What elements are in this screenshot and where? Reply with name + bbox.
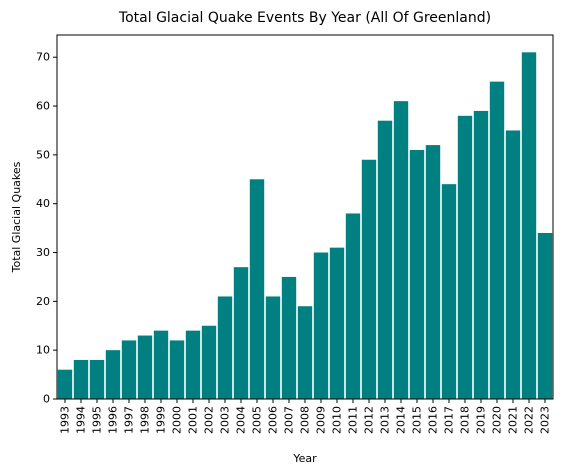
y-tick-label: 70 — [36, 51, 50, 64]
bar-2019 — [473, 110, 489, 400]
x-tick-label: 2006 — [267, 406, 280, 434]
bar-2013 — [377, 120, 393, 399]
bar-2008 — [297, 306, 313, 399]
x-tick-label: 2004 — [235, 406, 248, 434]
x-tick-label: 1995 — [91, 406, 104, 434]
x-tick-label: 1996 — [107, 406, 120, 434]
bar-2011 — [345, 213, 361, 399]
x-tick-label: 2015 — [411, 406, 424, 434]
y-axis-label: Total Glacial Quakes — [10, 161, 23, 273]
bar-1994 — [73, 359, 89, 399]
bar-2014 — [393, 101, 409, 399]
bar-2002 — [201, 325, 217, 399]
bar-2004 — [233, 267, 249, 399]
bar-2015 — [409, 149, 425, 399]
bar-2018 — [457, 115, 473, 399]
x-tick-label: 2008 — [299, 406, 312, 434]
bar-1997 — [121, 340, 137, 399]
x-tick-label: 2009 — [315, 406, 328, 434]
x-tick-label: 1999 — [155, 406, 168, 434]
x-tick-label: 2000 — [171, 406, 184, 434]
bar-1995 — [89, 359, 105, 399]
bar-1996 — [105, 350, 121, 399]
x-tick-label: 2022 — [523, 406, 536, 434]
y-tick-label: 50 — [36, 148, 50, 161]
bar-1999 — [153, 330, 169, 399]
bar-2023 — [537, 232, 553, 399]
x-tick-label: 2018 — [459, 406, 472, 434]
x-tick-label: 2023 — [539, 406, 552, 434]
x-tick-label: 2014 — [395, 406, 408, 434]
x-tick-label: 2021 — [507, 406, 520, 434]
bar-2016 — [425, 145, 441, 399]
bar-1998 — [137, 335, 153, 399]
bar-2020 — [489, 81, 505, 399]
bar-2017 — [441, 184, 457, 399]
bar-2001 — [185, 330, 201, 399]
bar-2006 — [265, 296, 281, 399]
x-tick-label: 2016 — [427, 406, 440, 434]
x-tick-label: 2011 — [347, 406, 360, 434]
y-tick-label: 10 — [36, 344, 50, 357]
x-tick-label: 2007 — [283, 406, 296, 434]
x-tick-label: 1997 — [123, 406, 136, 434]
x-tick-label: 2013 — [379, 406, 392, 434]
bar-2022 — [521, 52, 537, 399]
bar-2003 — [217, 296, 233, 399]
bar-2010 — [329, 247, 345, 399]
bar-2012 — [361, 159, 377, 399]
x-tick-label: 2002 — [203, 406, 216, 434]
bar-2005 — [249, 179, 265, 399]
bar-1993 — [57, 369, 73, 399]
plot-frame — [56, 34, 554, 400]
x-tick-label: 2001 — [187, 406, 200, 434]
x-tick-label: 2017 — [443, 406, 456, 434]
x-axis-label: Year — [292, 452, 317, 465]
x-tick-label: 2003 — [219, 406, 232, 434]
bar-2009 — [313, 252, 329, 399]
y-tick-label: 20 — [36, 295, 50, 308]
y-tick-label: 60 — [36, 100, 50, 113]
x-tick-label: 1993 — [59, 406, 72, 434]
bar-2000 — [169, 340, 185, 399]
y-axis: 0 10 20 30 40 50 60 70 — [36, 51, 57, 406]
x-tick-label: 1994 — [75, 406, 88, 434]
x-tick-label: 2019 — [475, 406, 488, 434]
y-tick-label: 40 — [36, 197, 50, 210]
y-tick-label: 30 — [36, 246, 50, 259]
bars-group — [57, 52, 553, 400]
x-tick-label: 2012 — [363, 406, 376, 434]
x-tick-label: 2005 — [251, 406, 264, 434]
x-tick-label: 2010 — [331, 406, 344, 434]
bar-2007 — [281, 276, 297, 399]
bar-2021 — [505, 130, 521, 399]
y-tick-label: 0 — [43, 393, 50, 406]
x-tick-label: 2020 — [491, 406, 504, 434]
chart-title: Total Glacial Quake Events By Year (All … — [118, 10, 491, 26]
x-tick-label: 1998 — [139, 406, 152, 434]
x-axis: 1993 1994 1995 1996 1997 1998 1999 2000 2001 2002… — [59, 399, 552, 434]
